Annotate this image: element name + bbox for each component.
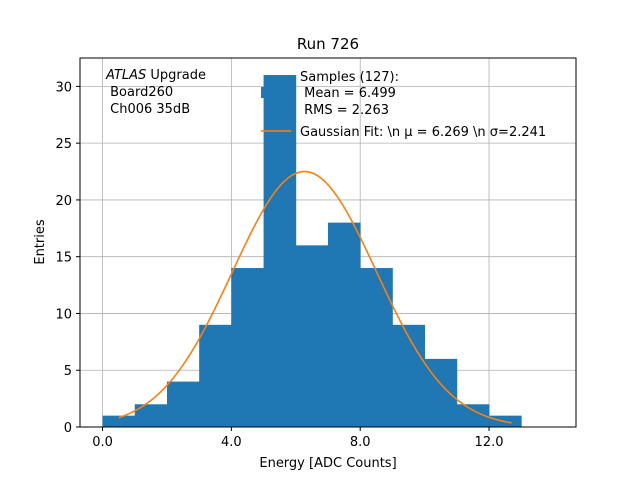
histogram-bar xyxy=(134,404,168,427)
gaussian-fit-line xyxy=(118,170,512,424)
histogram-bar xyxy=(199,324,232,427)
plot-frame xyxy=(79,57,577,428)
y-tick-label: 20 xyxy=(55,194,72,209)
y-tick-label: 5 xyxy=(64,364,72,379)
y-axis-label: Entries xyxy=(33,219,48,265)
histogram-bar xyxy=(392,324,426,427)
y-tick-label: 15 xyxy=(55,251,72,266)
histogram-bar xyxy=(295,245,329,427)
y-tick-label: 10 xyxy=(55,307,72,322)
annotation-line-1: ATLAS Upgrade xyxy=(105,68,206,83)
legend-mean: Mean = 6.499 xyxy=(300,86,396,101)
x-axis-label: Energy [ADC Counts] xyxy=(259,456,396,471)
legend-histogram-swatch xyxy=(261,87,291,98)
legend-samples: Samples (127): xyxy=(300,70,399,85)
legend-fit-label: Gaussian Fit: \n μ = 6.269 \n σ=2.241 xyxy=(300,125,546,140)
annotation-line-3: Ch006 35dB xyxy=(106,102,190,117)
histogram-bar xyxy=(166,381,200,427)
x-tick-label: 4.0 xyxy=(221,435,242,450)
annotation-line-2: Board260 xyxy=(106,85,173,100)
histogram-bar xyxy=(102,415,136,427)
x-tick-label: 8.0 xyxy=(350,435,371,450)
histogram-bar xyxy=(231,268,264,427)
histogram-bars xyxy=(102,75,522,428)
annotation: ATLAS Upgrade Board260 Ch006 35dB xyxy=(105,68,206,117)
legend: Samples (127): Mean = 6.499 RMS = 2.263 … xyxy=(261,70,546,140)
x-tick-label: 0.0 xyxy=(92,435,113,450)
histogram-bar xyxy=(328,222,361,427)
y-tick-label: 30 xyxy=(55,80,72,95)
histogram-bar xyxy=(360,268,393,427)
histogram-bar xyxy=(456,404,490,427)
annotation-experiment: ATLAS xyxy=(105,68,146,83)
chart-title: Run 726 xyxy=(297,35,359,53)
legend-rms: RMS = 2.263 xyxy=(300,103,389,118)
annotation-experiment-suffix: Upgrade xyxy=(146,68,206,83)
y-axis-ticks: 0 5 10 15 20 25 30 xyxy=(55,80,80,436)
y-tick-label: 25 xyxy=(55,137,72,152)
x-tick-label: 12.0 xyxy=(475,435,504,450)
y-tick-label: 0 xyxy=(64,421,72,436)
histogram-bar xyxy=(263,75,297,428)
x-axis-ticks: 0.0 4.0 8.0 12.0 xyxy=(92,427,504,450)
